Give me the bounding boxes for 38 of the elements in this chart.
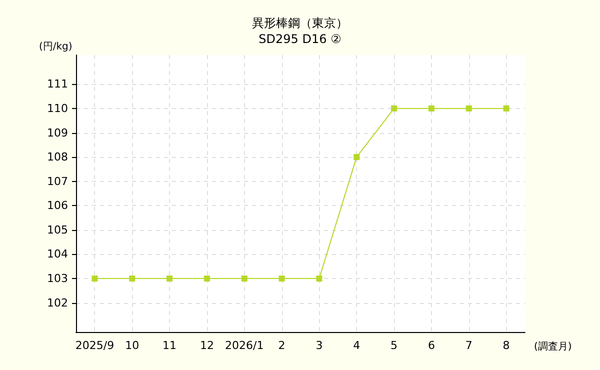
- point: [466, 105, 472, 112]
- y-tick-label: 105: [47, 223, 68, 236]
- point: [503, 105, 510, 112]
- point: [241, 276, 248, 282]
- x-axis-title: (調査月): [534, 340, 572, 352]
- point: [204, 276, 210, 282]
- y-tick-label: 102: [47, 296, 68, 310]
- point: [391, 105, 398, 112]
- x-tick-label: 10: [125, 339, 140, 352]
- x-tick-label: 8: [502, 339, 510, 352]
- y-tick-label: 108: [47, 150, 68, 164]
- x-tick-label: 2: [278, 339, 286, 352]
- point: [278, 276, 285, 282]
- x-tick-label: 5: [390, 339, 398, 352]
- y-axis-title: (円/kg): [39, 42, 72, 52]
- point: [92, 276, 98, 282]
- y-tick-label: 111: [47, 78, 68, 91]
- point: [129, 276, 136, 282]
- x-tick-label: 3: [316, 339, 323, 352]
- x-tick-label: 12: [200, 339, 214, 352]
- point: [316, 276, 322, 282]
- chart-subtitle: SD295 D16 ②: [258, 32, 342, 46]
- y-tick-label: 110: [47, 102, 68, 115]
- x-tick-label: 6: [428, 339, 435, 352]
- y-tick-label: 109: [47, 126, 68, 140]
- x-tick-label: 4: [353, 339, 360, 352]
- y-tick-label: 103: [47, 272, 68, 286]
- chart-title: 異形棒鋼（東京）: [252, 16, 348, 30]
- y-tick-label: 104: [47, 248, 68, 261]
- x-tick-label: 7: [465, 339, 472, 352]
- point: [354, 154, 360, 160]
- y-tick-label: 106: [47, 199, 68, 212]
- y-tick-label: 107: [47, 174, 68, 188]
- x-tick-label: 2025/9: [75, 339, 114, 352]
- point: [166, 276, 173, 282]
- x-tick-label: 2026/1: [225, 339, 264, 352]
- x-tick-label: 11: [162, 339, 177, 352]
- point: [428, 105, 434, 112]
